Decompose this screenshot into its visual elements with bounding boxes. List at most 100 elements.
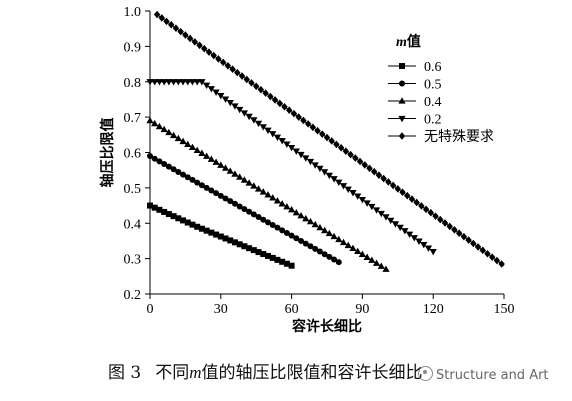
data-point [160, 125, 168, 133]
data-point [191, 38, 199, 46]
data-point [314, 126, 321, 135]
data-point [227, 237, 234, 244]
data-point [293, 235, 300, 242]
legend-marker [398, 132, 406, 140]
data-point [460, 232, 468, 241]
data-point [363, 200, 371, 207]
data-point [186, 34, 194, 43]
data-point [179, 79, 187, 86]
data-point [415, 238, 423, 245]
data-point [147, 202, 153, 209]
data-point [207, 86, 215, 93]
data-point [231, 170, 239, 177]
data-point [451, 226, 458, 234]
axes [145, 10, 505, 299]
data-point [245, 113, 253, 121]
data-point [160, 79, 168, 86]
data-point [177, 27, 184, 36]
data-point [269, 222, 276, 229]
data-point [498, 260, 505, 268]
data-point [358, 250, 366, 257]
data-point [201, 44, 208, 53]
data-point [279, 227, 286, 234]
data-point [283, 141, 291, 148]
y-axis-label: 轴压比限值 [99, 118, 116, 188]
y-tick-label: 0.4 [124, 217, 142, 232]
legend-label: 0.5 [424, 78, 442, 93]
data-point [489, 253, 496, 261]
data-point [354, 193, 362, 200]
data-point [155, 122, 164, 130]
data-point [184, 219, 191, 226]
data-point [222, 235, 229, 242]
data-point [151, 119, 159, 127]
data-point [281, 103, 288, 111]
data-point [217, 233, 224, 240]
legend-item-2: 0.4 [388, 95, 442, 110]
data-point [236, 241, 243, 248]
data-point [479, 246, 486, 255]
data-point [394, 185, 401, 193]
data-point [325, 172, 333, 180]
data-point [335, 179, 343, 187]
data-point [260, 216, 267, 223]
data-point [290, 109, 298, 118]
data-point [151, 204, 158, 211]
data-point [368, 256, 376, 263]
data-point [333, 140, 340, 149]
data-point [484, 249, 491, 258]
caption-text-after: 值的轴压比限值和容许长细比 [201, 363, 423, 383]
data-point [238, 72, 246, 80]
legend-marker [399, 80, 405, 87]
data-point [193, 146, 201, 153]
x-tick-label: 60 [285, 302, 299, 317]
data-point [298, 237, 305, 244]
x-tick-label: 120 [423, 302, 444, 317]
data-point [269, 194, 277, 201]
caption-number: 图 3 [108, 363, 142, 383]
figure-caption: 图 3 不同m值的轴压比限值和容许长细比 [108, 358, 423, 383]
data-point [432, 212, 439, 220]
data-point [474, 243, 482, 251]
wechat-icon [418, 366, 433, 381]
data-point [158, 14, 165, 22]
data-point [295, 113, 302, 121]
data-point [316, 165, 324, 173]
data-point [147, 153, 153, 160]
legend-marker [398, 97, 406, 104]
data-point [231, 200, 238, 207]
data-point [188, 143, 197, 151]
data-point [234, 68, 241, 77]
data-point [330, 232, 338, 240]
data-point [180, 171, 187, 178]
data-point [203, 227, 210, 234]
data-point [217, 192, 224, 199]
data-point [283, 203, 291, 210]
data-point [269, 254, 276, 261]
data-point [170, 213, 177, 220]
data-point [328, 137, 335, 145]
data-point [231, 103, 239, 110]
data-point [312, 245, 319, 252]
data-point [188, 79, 197, 86]
y-tick-label: 0.3 [124, 253, 142, 268]
data-point [493, 256, 501, 265]
data-point [372, 259, 381, 266]
data-point [354, 247, 362, 255]
data-point [377, 210, 385, 218]
data-point [441, 219, 449, 227]
tick-labels: 0 30 60 90 120 150 0.2 0.3 0.4 0.5 0.6 0.7 0.8 0.9 1.0 [124, 5, 515, 317]
x-axis-label: 容许长细比 [291, 318, 362, 335]
data-point [221, 96, 230, 103]
data-point [271, 96, 279, 104]
data-point [240, 176, 248, 183]
data-point [227, 198, 234, 205]
data-point [358, 196, 366, 204]
data-point [198, 225, 205, 232]
data-point [422, 205, 430, 214]
data-point [180, 217, 187, 224]
data-point [241, 206, 248, 213]
data-point [363, 253, 371, 260]
data-point [420, 242, 428, 249]
